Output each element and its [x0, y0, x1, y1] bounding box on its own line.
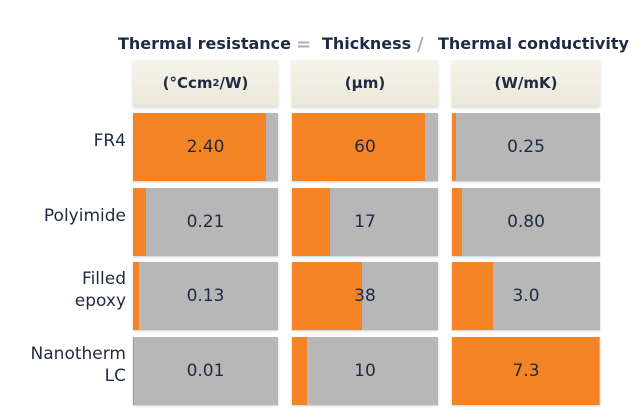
equals-sign: =: [296, 34, 312, 55]
table-cell: 0.25: [452, 113, 600, 181]
value-label: 17: [354, 212, 376, 232]
value-label: 10: [354, 361, 376, 381]
row-label: Polyimide: [0, 205, 126, 227]
row-label-line: FR4: [93, 131, 126, 151]
value-label: 0.21: [186, 212, 225, 232]
row-label: Nanotherm LC: [0, 343, 126, 387]
thermal-resistance-heading: Thermal resistance: [118, 34, 292, 53]
row-label: FR4: [0, 130, 126, 152]
value-bar: [133, 188, 147, 256]
value-label: 60: [354, 137, 376, 157]
equation-header: Thermal resistance = Thickness / Thermal…: [0, 34, 640, 58]
value-bar: [133, 262, 139, 330]
table-cell: 17: [292, 188, 438, 256]
table-cell: 2.40: [133, 113, 278, 181]
value-bar: [452, 262, 494, 330]
value-bar: [292, 337, 307, 405]
row-label-line: LC: [104, 366, 126, 386]
row-label-line: Polyimide: [43, 206, 126, 226]
value-bar: [292, 188, 330, 256]
value-bar: [452, 113, 457, 181]
row-label-line: Filled: [82, 269, 126, 289]
value-label: 3.0: [512, 286, 540, 306]
table-cell: 0.21: [133, 188, 278, 256]
unit-conductivity-label: (W/mK): [494, 74, 558, 92]
table-cell: 0.80: [452, 188, 600, 256]
value-label: 0.13: [186, 286, 225, 306]
row-label-line: epoxy: [74, 291, 126, 311]
value-label: 38: [354, 286, 376, 306]
value-bar: [133, 337, 135, 405]
divide-sign: /: [417, 34, 424, 55]
table-cell: 0.13: [133, 262, 278, 330]
thermal-conductivity-heading: Thermal conductivity: [438, 34, 629, 53]
table-cell: 3.0: [452, 262, 600, 330]
value-label: 0.25: [507, 137, 545, 157]
unit-conductivity: (W/mK): [452, 60, 600, 106]
unit-resistance-prefix: (°Ccm: [162, 74, 213, 92]
unit-resistance: (°Ccm 2/W): [133, 60, 278, 106]
table-cell: 10: [292, 337, 438, 405]
table-cell: 38: [292, 262, 438, 330]
value-bar: [292, 262, 363, 330]
value-label: 0.80: [507, 212, 545, 232]
unit-thickness: (µm): [292, 60, 438, 106]
table-cell: 60: [292, 113, 438, 181]
value-bar: [292, 113, 425, 181]
row-label-line: Nanotherm: [30, 344, 126, 364]
value-bar: [452, 337, 599, 405]
value-label: 2.40: [186, 137, 225, 157]
value-bar: [133, 113, 267, 181]
unit-thickness-label: (µm): [344, 74, 386, 92]
value-label: 0.01: [186, 361, 225, 381]
unit-resistance-suffix: /W): [219, 74, 249, 92]
table-cell: 7.3: [452, 337, 600, 405]
value-label: 7.3: [512, 361, 540, 381]
thickness-heading: Thickness: [322, 34, 412, 53]
table-cell: 0.01: [133, 337, 278, 405]
value-bar: [452, 188, 463, 256]
row-label: Filled epoxy: [0, 268, 126, 312]
unit-resistance-sup: 2: [212, 77, 220, 89]
